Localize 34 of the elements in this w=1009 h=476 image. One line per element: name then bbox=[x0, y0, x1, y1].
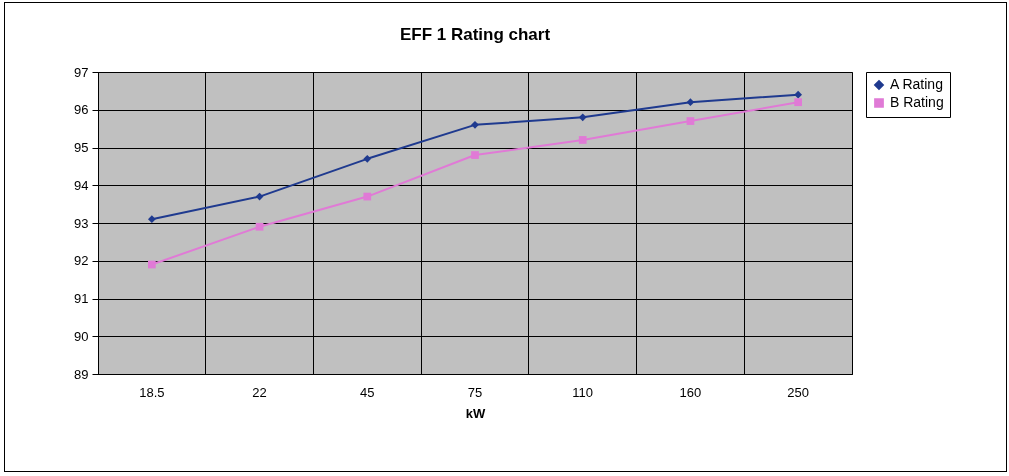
y-tick-label: 94 bbox=[74, 177, 89, 193]
point bbox=[147, 260, 156, 269]
x-tick-label: 250 bbox=[787, 384, 809, 400]
y-tick-label: 97 bbox=[74, 64, 89, 80]
chart-title: EFF 1 Rating chart bbox=[399, 25, 551, 44]
y-tick-label: 90 bbox=[74, 328, 89, 344]
x-tick-label: 75 bbox=[467, 384, 483, 400]
point bbox=[794, 98, 803, 107]
legend-label: B Rating bbox=[890, 94, 944, 110]
x-tick-label: 110 bbox=[572, 384, 594, 400]
x-axis-title: kW bbox=[465, 405, 486, 421]
x-tick-label: 45 bbox=[360, 384, 375, 400]
legend-label: A Rating bbox=[890, 76, 943, 92]
x-tick-label: 22 bbox=[252, 384, 267, 400]
y-tick-label: 92 bbox=[74, 253, 89, 269]
y-tick-label: 95 bbox=[74, 140, 89, 155]
point bbox=[471, 120, 479, 129]
point bbox=[147, 215, 156, 224]
point bbox=[255, 192, 264, 201]
point bbox=[686, 117, 695, 125]
point bbox=[471, 151, 479, 159]
point bbox=[578, 136, 587, 144]
point bbox=[578, 113, 587, 122]
y-tick-label: 93 bbox=[74, 215, 89, 231]
x-tick-label: 160 bbox=[679, 384, 702, 400]
point bbox=[686, 98, 695, 107]
point bbox=[794, 90, 803, 99]
point bbox=[363, 192, 372, 201]
point bbox=[255, 222, 264, 231]
y-tick-label: 91 bbox=[74, 291, 89, 306]
y-tick-label: 96 bbox=[74, 102, 89, 118]
x-tick-label: 18.5 bbox=[139, 384, 165, 400]
y-tick-label: 89 bbox=[74, 366, 89, 382]
point bbox=[363, 154, 372, 163]
